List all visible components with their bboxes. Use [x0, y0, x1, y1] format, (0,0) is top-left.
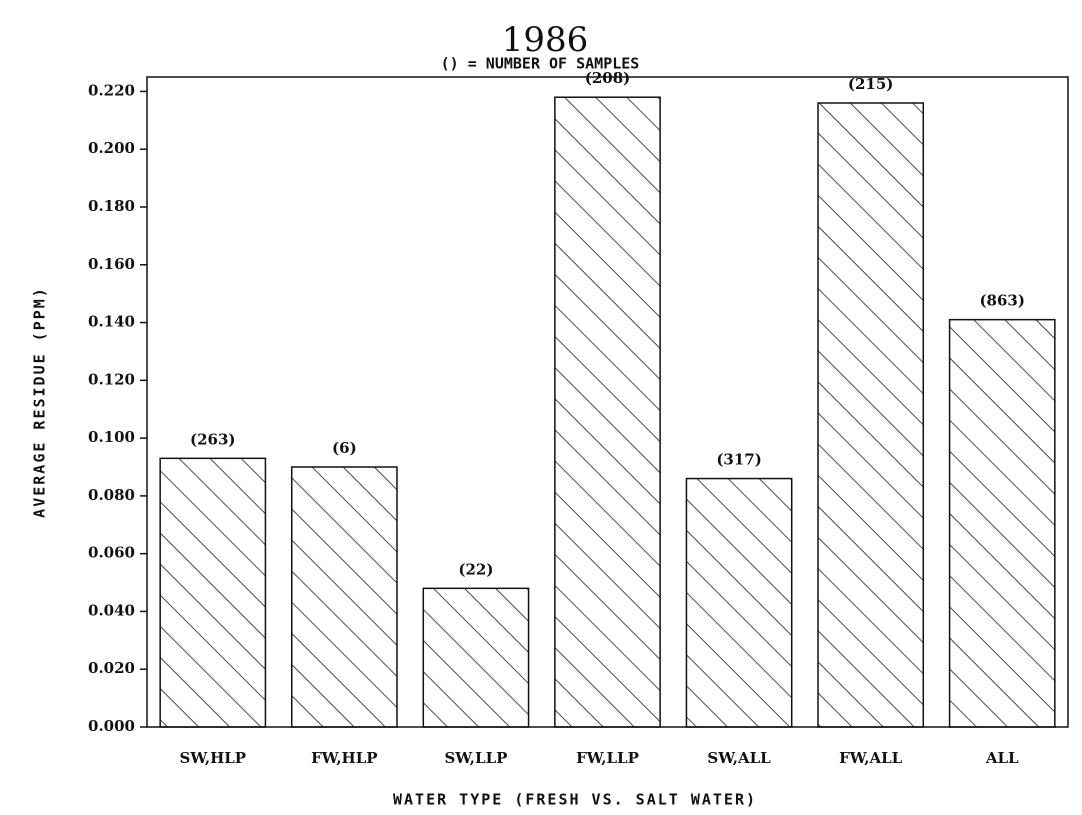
y-axis-label: AVERAGE RESIDUE (PPM) — [31, 286, 49, 518]
x-tick-label: SW,HLP — [180, 749, 247, 767]
x-tick-label: FW,LLP — [576, 749, 639, 767]
chart-title: 1986 — [502, 20, 589, 60]
x-tick-label: FW,ALL — [839, 749, 903, 767]
y-tick-label: 0.140 — [88, 313, 135, 331]
bar — [159, 457, 267, 728]
sample-label: (208) — [585, 69, 631, 87]
sample-label: (317) — [716, 451, 762, 469]
bar — [554, 96, 661, 728]
sample-label: (6) — [332, 439, 357, 457]
sample-label: (263) — [190, 430, 236, 448]
chart-subtitle: () = NUMBER OF SAMPLES — [441, 55, 640, 73]
sample-label: (215) — [848, 75, 894, 93]
bar — [948, 318, 1056, 728]
x-tick-label: SW,ALL — [707, 749, 771, 767]
y-tick-label: 0.200 — [88, 139, 135, 157]
y-tick-label: 0.080 — [88, 486, 135, 504]
y-tick-label: 0.020 — [88, 659, 135, 677]
bar — [422, 587, 530, 728]
x-tick-label: FW,HLP — [311, 749, 377, 767]
y-tick-label: 0.100 — [88, 428, 135, 446]
y-tick-label: 0.060 — [88, 544, 135, 562]
y-tick-label: 0.220 — [88, 81, 135, 99]
bar — [817, 102, 925, 728]
y-tick-label: 0.180 — [88, 197, 135, 215]
y-tick-label: 0.160 — [88, 255, 135, 273]
y-tick-label: 0.120 — [88, 370, 135, 388]
x-axis-label: WATER TYPE (FRESH VS. SALT WATER) — [393, 791, 757, 809]
sample-label: (863) — [979, 292, 1025, 310]
sample-label: (22) — [458, 560, 493, 578]
bar — [290, 466, 398, 728]
y-tick-label: 0.040 — [88, 601, 135, 619]
x-tick-label: ALL — [985, 749, 1019, 767]
x-tick-label: SW,LLP — [444, 749, 507, 767]
bar — [685, 477, 793, 728]
y-tick-label: 0.000 — [88, 717, 135, 735]
